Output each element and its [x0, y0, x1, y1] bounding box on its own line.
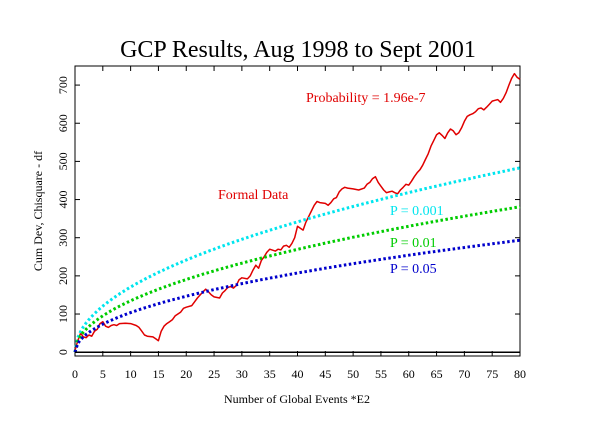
- y-axis-label: Cum Dev, Chisquare - df: [31, 151, 45, 271]
- x-tick-label: 60: [403, 367, 415, 381]
- y-tick-label: 600: [56, 114, 70, 132]
- expectation-curve: [73, 166, 521, 353]
- x-axis-label: Number of Global Events *E2: [224, 392, 370, 406]
- x-tick-label: 40: [292, 367, 304, 381]
- x-tick-label: 55: [375, 367, 387, 381]
- x-tick-label: 75: [486, 367, 498, 381]
- series-layer: [73, 72, 521, 353]
- x-tick-label: 50: [347, 367, 359, 381]
- x-axis-ticks: 0 5 10 15 20 25 30 35 40 45 50 55 60 65 70 75 80: [72, 66, 526, 381]
- probability-annotation: Probability = 1.96e-7: [306, 91, 426, 106]
- chart-title: GCP Results, Aug 1998 to Sept 2001: [120, 37, 476, 63]
- y-tick-label: 0: [56, 349, 70, 355]
- y-tick-label: 500: [56, 152, 70, 170]
- p001-label: P = 0.001: [390, 204, 444, 219]
- x-tick-label: 10: [125, 367, 137, 381]
- x-tick-label: 80: [514, 367, 526, 381]
- y-tick-label: 400: [56, 191, 70, 209]
- x-tick-label: 45: [319, 367, 331, 381]
- y-axis-ticks: 0 100 200 300 400 500 600 700: [56, 76, 520, 355]
- x-tick-label: 35: [264, 367, 276, 381]
- x-tick-label: 70: [458, 367, 470, 381]
- formal-data-line: [74, 72, 521, 351]
- x-tick-label: 30: [236, 367, 248, 381]
- y-tick-label: 700: [56, 76, 70, 94]
- x-tick-label: 0: [72, 367, 78, 381]
- plot-frame: [74, 65, 521, 357]
- y-tick-label: 100: [56, 305, 70, 323]
- expectation-curve: [73, 205, 521, 353]
- p05-label: P = 0.05: [390, 262, 437, 277]
- x-tick-label: 25: [208, 367, 220, 381]
- y-tick-label: 300: [56, 229, 70, 247]
- expectation-curve: [73, 238, 521, 353]
- formal-data-label: Formal Data: [218, 188, 289, 203]
- x-tick-label: 20: [180, 367, 192, 381]
- p01-label: P = 0.01: [390, 236, 437, 251]
- x-tick-label: 5: [100, 367, 106, 381]
- y-tick-label: 200: [56, 267, 70, 285]
- x-tick-label: 65: [431, 367, 443, 381]
- x-tick-label: 15: [152, 367, 164, 381]
